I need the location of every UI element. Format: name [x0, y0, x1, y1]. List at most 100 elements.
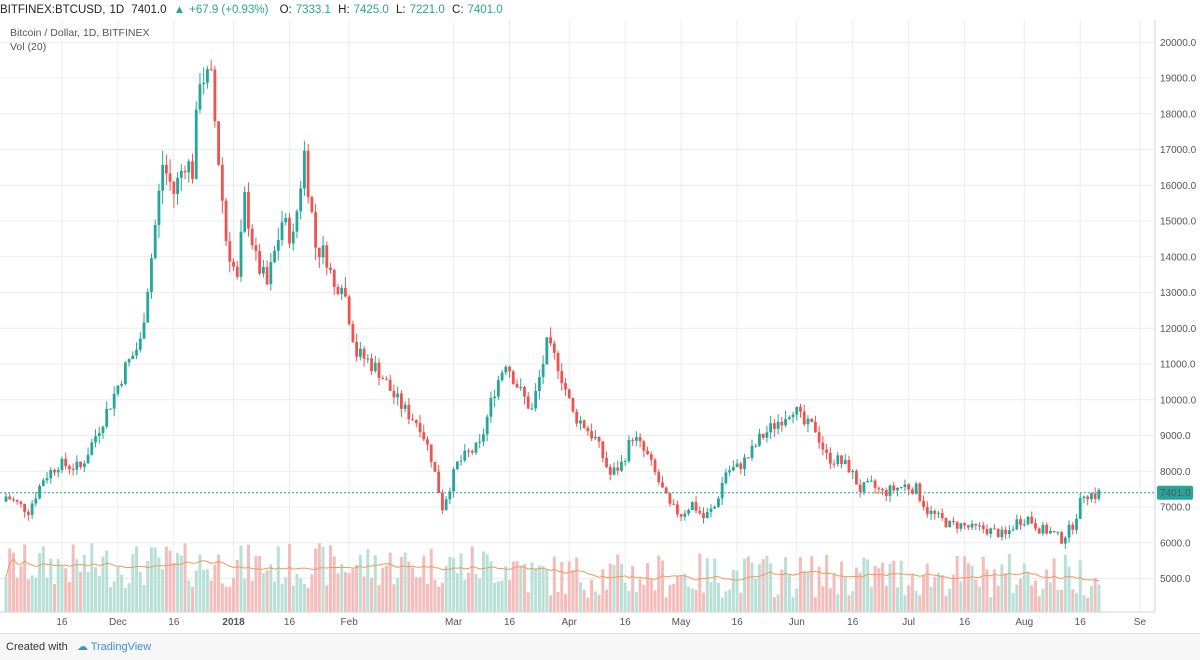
candle-body — [952, 520, 955, 523]
volume-bar — [228, 586, 232, 612]
interval-label[interactable]: 1D — [109, 4, 125, 16]
candle-body — [817, 432, 821, 443]
volume-bar — [586, 597, 590, 612]
volume-bar — [474, 573, 478, 612]
symbol-name[interactable]: BITFINEX:BTCUSD, — [0, 4, 106, 16]
candle-body — [590, 431, 594, 439]
volume-bar — [828, 588, 832, 612]
volume-bar — [1048, 582, 1052, 612]
volume-bar — [959, 581, 963, 612]
candle-body — [153, 225, 157, 259]
volume-bar — [444, 565, 448, 612]
candle-body — [918, 483, 922, 501]
candle-body — [966, 525, 970, 528]
volume-bar — [802, 571, 806, 612]
volume-bar — [817, 566, 821, 612]
candle-body — [500, 372, 504, 381]
candle-body — [94, 436, 97, 443]
candle-body — [444, 499, 448, 511]
candle-body — [914, 483, 918, 494]
price-tick-label: 8000.0 — [1160, 467, 1191, 478]
volume-bar — [224, 586, 228, 612]
candle-body — [34, 498, 38, 504]
candle-body — [758, 433, 761, 446]
candle-body — [288, 217, 291, 244]
candle-body — [399, 393, 403, 409]
volume-bar — [493, 582, 497, 612]
candle-body — [575, 411, 579, 424]
volume-bar — [840, 561, 844, 612]
volume-bar — [627, 590, 631, 612]
candle-body — [873, 480, 877, 488]
price-axis[interactable] — [1155, 20, 1200, 632]
candle-body — [105, 408, 109, 427]
volume-bar — [399, 556, 403, 612]
candle-body — [496, 380, 500, 397]
candle-body — [802, 411, 806, 425]
candle-body — [172, 181, 176, 194]
volume-bar — [776, 594, 780, 612]
candle-body — [545, 337, 549, 365]
candle-body — [120, 384, 124, 386]
volume-bar — [1060, 589, 1064, 612]
candle-body — [549, 337, 552, 344]
volume-bar — [239, 545, 243, 612]
candle-body — [485, 416, 489, 435]
volume-bar — [1078, 560, 1082, 612]
volume-bar — [71, 544, 75, 612]
volume-bar — [720, 597, 724, 612]
volume-bar — [951, 574, 955, 612]
candle-body — [86, 454, 90, 464]
volume-bar — [873, 565, 877, 612]
volume-bar — [813, 597, 817, 612]
volume-bar — [79, 571, 83, 612]
price-tick-label: 16000.0 — [1160, 181, 1197, 192]
candle-body — [478, 441, 482, 443]
volume-bar — [575, 557, 579, 612]
volume-bar — [806, 571, 810, 612]
candle-body — [1067, 524, 1071, 538]
candle-body — [1071, 524, 1075, 530]
volume-bar — [310, 574, 314, 612]
candle-body — [138, 338, 142, 350]
volume-bar — [564, 593, 567, 612]
volume-bar — [690, 588, 694, 612]
price-chart[interactable]: 20000.0 19000.0 18000.0 17000.0 16000.0 15000… — [0, 20, 1200, 632]
candle-body — [239, 231, 243, 277]
volume-bar — [605, 589, 609, 612]
volume-bar — [1093, 577, 1097, 612]
volume-bar — [515, 560, 519, 612]
candle-body — [198, 84, 202, 110]
plot-background[interactable] — [0, 20, 1155, 632]
tradingview-logo-icon[interactable]: ☁ — [76, 641, 88, 653]
volume-bar — [440, 582, 444, 612]
candle-body — [56, 470, 60, 473]
volume-bar — [355, 564, 359, 612]
volume-bar — [877, 568, 881, 612]
volume-bar — [884, 585, 888, 612]
candle-body — [191, 161, 194, 179]
volume-bar — [1063, 554, 1067, 612]
candle-body — [810, 418, 814, 423]
chart-title: Bitcoin / Dollar, 1D, BITFINEX — [10, 27, 149, 39]
candle-body — [534, 390, 538, 409]
tradingview-link[interactable]: TradingView — [90, 641, 152, 653]
volume-bar — [537, 565, 541, 612]
candle-body — [377, 362, 381, 379]
candle-body — [612, 467, 616, 475]
volume-bar — [325, 585, 329, 612]
volume-bar — [948, 588, 952, 612]
volume-bar — [470, 546, 474, 612]
candle-body — [772, 423, 776, 429]
volume-bar — [243, 578, 247, 612]
open-label: O: — [279, 4, 292, 16]
volume-bar — [138, 571, 142, 612]
volume-bar — [198, 554, 202, 612]
volume-bar — [634, 591, 638, 612]
candle-body — [564, 383, 567, 390]
candle-body — [101, 426, 105, 434]
volume-bar — [250, 580, 254, 612]
volume-bar — [135, 546, 139, 612]
volume-bar — [608, 563, 612, 612]
volume-bar — [411, 567, 415, 612]
